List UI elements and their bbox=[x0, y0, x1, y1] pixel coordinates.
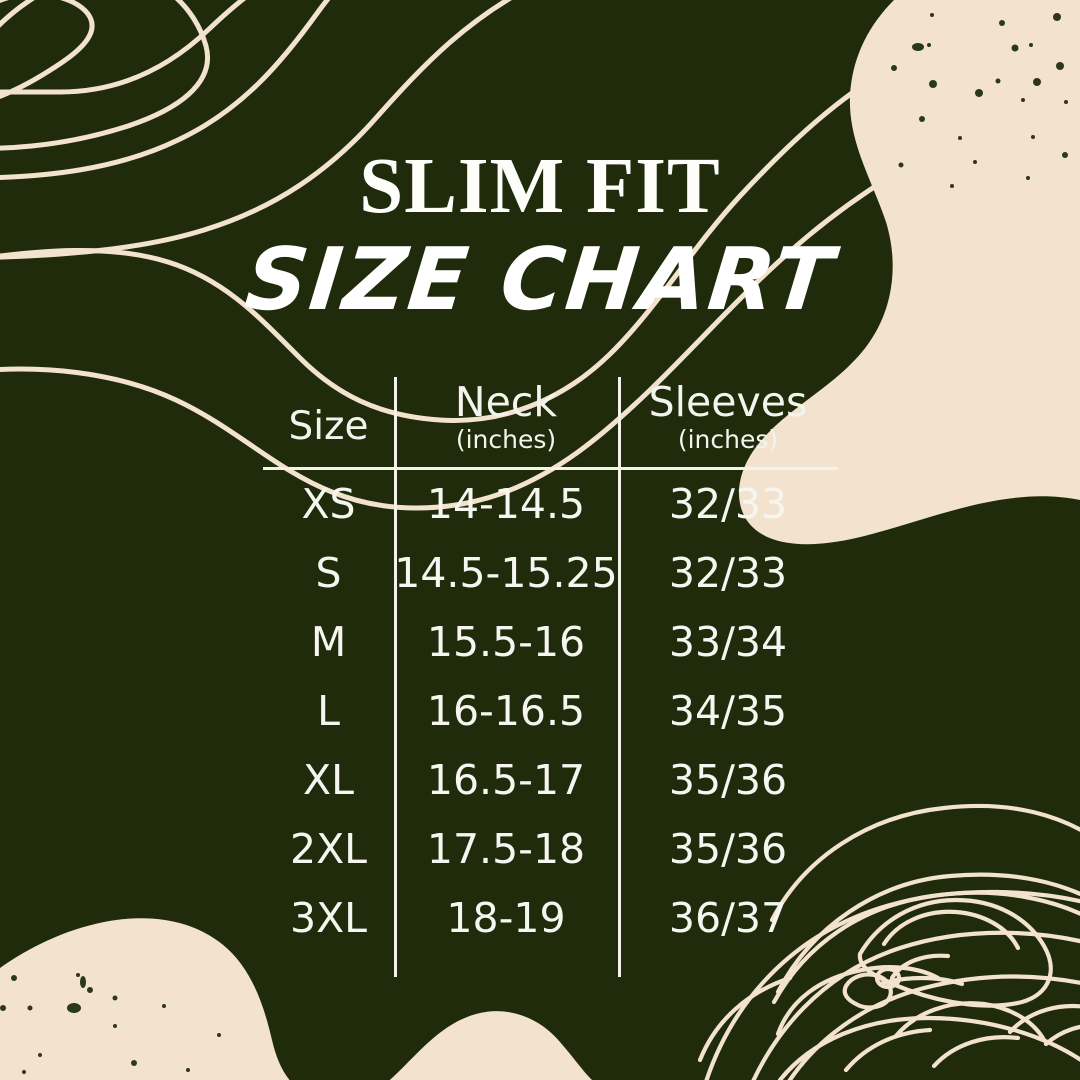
cell-sleeves: 36/37 bbox=[668, 894, 788, 942]
page-subtitle: SIZE CHART bbox=[240, 230, 840, 331]
cell-neck: 18-19 bbox=[446, 894, 566, 942]
table-row: S 14.5-15.25 32/33 bbox=[263, 539, 838, 608]
cell-sleeves: 32/33 bbox=[668, 549, 788, 597]
cell-sleeves: 32/33 bbox=[668, 480, 788, 528]
table-row: XS 14-14.5 32/33 bbox=[263, 470, 838, 539]
column-header-sleeves-unit: (inches) bbox=[677, 425, 779, 455]
cell-size: XL bbox=[303, 756, 354, 804]
cell-neck: 16-16.5 bbox=[426, 687, 586, 735]
table-row: XL 16.5-17 35/36 bbox=[263, 746, 838, 815]
table-body: XS 14-14.5 32/33 S 14.5-15.25 32/33 M 15.5-16 33… bbox=[263, 470, 838, 953]
poster-heading: SLIM FIT SIZE CHART bbox=[0, 143, 1080, 331]
cell-size: S bbox=[315, 549, 342, 597]
header-divider bbox=[263, 467, 838, 470]
cell-size: 3XL bbox=[289, 894, 367, 942]
table-row: M 15.5-16 33/34 bbox=[263, 608, 838, 677]
table-row: L 16-16.5 34/35 bbox=[263, 677, 838, 746]
column-header-size: Size bbox=[263, 370, 394, 467]
cell-neck: 17.5-18 bbox=[426, 825, 586, 873]
cell-sleeves: 33/34 bbox=[668, 618, 788, 666]
size-chart-table: Size Neck (inches) Sleeves (inches) XS 14… bbox=[263, 370, 838, 980]
table-row: 3XL 18-19 36/37 bbox=[263, 884, 838, 953]
column-divider-1 bbox=[394, 377, 397, 977]
cell-size: XS bbox=[301, 480, 356, 528]
table-row: 2XL 17.5-18 35/36 bbox=[263, 815, 838, 884]
cell-neck: 14-14.5 bbox=[426, 480, 586, 528]
column-divider-2 bbox=[618, 377, 621, 977]
column-header-neck-label: Neck bbox=[454, 378, 558, 427]
cell-sleeves: 35/36 bbox=[668, 825, 788, 873]
cell-neck: 16.5-17 bbox=[426, 756, 586, 804]
cell-neck: 15.5-16 bbox=[426, 618, 586, 666]
page-title: SLIM FIT bbox=[359, 143, 721, 230]
table-header-row: Size Neck (inches) Sleeves (inches) bbox=[263, 370, 838, 467]
cell-size: M bbox=[310, 618, 347, 666]
cell-sleeves: 34/35 bbox=[668, 687, 788, 735]
column-header-sleeves-label: Sleeves bbox=[648, 378, 808, 427]
cell-sleeves: 35/36 bbox=[668, 756, 788, 804]
column-header-neck: Neck (inches) bbox=[394, 370, 618, 467]
cell-size: L bbox=[317, 687, 340, 735]
column-header-size-label: Size bbox=[288, 403, 369, 449]
cell-size: 2XL bbox=[289, 825, 367, 873]
column-header-sleeves: Sleeves (inches) bbox=[618, 370, 838, 467]
cell-neck: 14.5-15.25 bbox=[394, 549, 618, 597]
column-header-neck-unit: (inches) bbox=[455, 425, 557, 455]
